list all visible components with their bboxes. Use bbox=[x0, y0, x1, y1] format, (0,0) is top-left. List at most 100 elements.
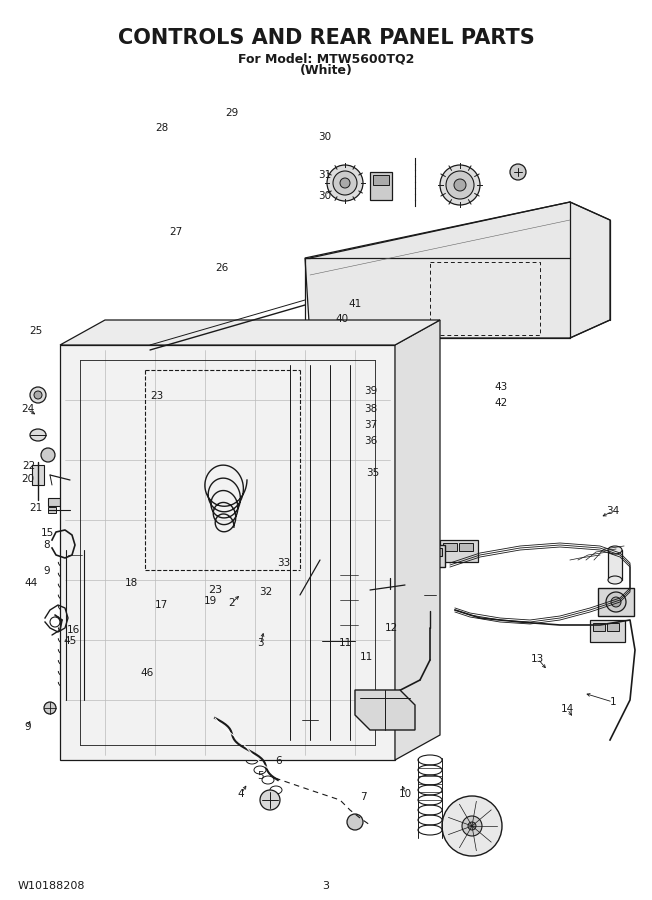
Bar bbox=[459, 543, 473, 551]
Bar bbox=[48, 507, 56, 513]
Circle shape bbox=[41, 448, 55, 462]
Circle shape bbox=[44, 702, 56, 714]
Ellipse shape bbox=[439, 297, 471, 323]
Text: 24: 24 bbox=[21, 404, 34, 415]
Ellipse shape bbox=[30, 429, 46, 441]
Text: 38: 38 bbox=[364, 404, 377, 415]
Bar bbox=[418, 548, 430, 556]
Circle shape bbox=[30, 387, 46, 403]
Circle shape bbox=[442, 796, 502, 856]
Ellipse shape bbox=[373, 280, 417, 316]
Circle shape bbox=[454, 179, 466, 191]
Bar bbox=[32, 465, 44, 485]
Text: 2: 2 bbox=[228, 598, 235, 608]
Text: 45: 45 bbox=[64, 635, 77, 646]
Bar bbox=[340, 570, 358, 635]
Text: 30: 30 bbox=[318, 131, 331, 142]
Text: 19: 19 bbox=[204, 596, 217, 607]
Text: 4: 4 bbox=[238, 788, 244, 799]
Circle shape bbox=[510, 164, 526, 180]
Bar bbox=[181, 533, 189, 543]
Bar bbox=[590, 620, 625, 642]
Ellipse shape bbox=[496, 308, 514, 322]
Text: 43: 43 bbox=[494, 382, 507, 392]
Ellipse shape bbox=[445, 302, 465, 318]
Text: 9: 9 bbox=[24, 722, 31, 733]
Text: 31: 31 bbox=[318, 170, 331, 181]
Bar bbox=[322, 635, 350, 647]
Circle shape bbox=[340, 178, 350, 188]
Text: 27: 27 bbox=[170, 227, 183, 238]
Text: 42: 42 bbox=[494, 398, 507, 409]
Text: 41: 41 bbox=[349, 299, 362, 310]
Text: 9: 9 bbox=[44, 566, 50, 577]
Bar bbox=[608, 550, 622, 580]
Bar bbox=[415, 545, 445, 567]
Bar bbox=[440, 540, 478, 562]
Circle shape bbox=[347, 814, 363, 830]
Text: 10: 10 bbox=[399, 788, 412, 799]
Ellipse shape bbox=[608, 576, 622, 584]
Text: 21: 21 bbox=[29, 503, 42, 514]
Circle shape bbox=[424, 589, 436, 601]
Circle shape bbox=[446, 171, 474, 199]
Text: 12: 12 bbox=[385, 623, 398, 634]
Text: 6: 6 bbox=[276, 755, 282, 766]
Text: CONTROLS AND REAR PANEL PARTS: CONTROLS AND REAR PANEL PARTS bbox=[117, 28, 535, 48]
Circle shape bbox=[391, 294, 399, 302]
Text: 26: 26 bbox=[215, 263, 228, 274]
Bar bbox=[370, 172, 392, 200]
Polygon shape bbox=[60, 320, 440, 345]
Ellipse shape bbox=[538, 261, 582, 295]
Text: 15: 15 bbox=[40, 527, 53, 538]
Text: 13: 13 bbox=[531, 653, 544, 664]
Ellipse shape bbox=[425, 603, 435, 611]
Text: W10188208: W10188208 bbox=[18, 881, 85, 891]
Polygon shape bbox=[355, 690, 415, 730]
Bar bbox=[148, 373, 193, 408]
Text: 28: 28 bbox=[155, 122, 168, 133]
Ellipse shape bbox=[422, 559, 438, 571]
Text: 30: 30 bbox=[318, 191, 331, 202]
Text: 32: 32 bbox=[259, 587, 273, 598]
Bar bbox=[178, 530, 200, 546]
Text: 16: 16 bbox=[67, 625, 80, 635]
Bar bbox=[373, 175, 389, 185]
Text: 5: 5 bbox=[258, 770, 264, 781]
Ellipse shape bbox=[491, 304, 519, 326]
Ellipse shape bbox=[530, 254, 590, 302]
Text: 14: 14 bbox=[561, 704, 574, 715]
Circle shape bbox=[462, 816, 482, 836]
Ellipse shape bbox=[452, 276, 508, 320]
Text: 1: 1 bbox=[610, 697, 616, 707]
Text: 8: 8 bbox=[44, 539, 50, 550]
Text: 36: 36 bbox=[364, 436, 377, 446]
Text: 20: 20 bbox=[21, 473, 34, 484]
Bar bbox=[607, 623, 619, 631]
Text: 3: 3 bbox=[323, 881, 329, 891]
Circle shape bbox=[34, 391, 42, 399]
Bar bbox=[432, 548, 442, 556]
Bar bbox=[298, 592, 310, 602]
Circle shape bbox=[475, 293, 485, 303]
Bar bbox=[593, 623, 605, 631]
Text: 23: 23 bbox=[150, 391, 163, 401]
Text: 35: 35 bbox=[366, 467, 379, 478]
Text: 46: 46 bbox=[140, 668, 153, 679]
Text: (White): (White) bbox=[299, 64, 353, 77]
Polygon shape bbox=[395, 320, 440, 760]
Text: 11: 11 bbox=[339, 638, 352, 649]
Bar bbox=[598, 588, 634, 616]
Ellipse shape bbox=[608, 546, 622, 554]
Circle shape bbox=[306, 716, 314, 724]
Circle shape bbox=[426, 578, 434, 586]
Bar bbox=[443, 543, 457, 551]
Text: 25: 25 bbox=[29, 326, 42, 337]
Circle shape bbox=[611, 597, 621, 607]
Text: 23: 23 bbox=[208, 585, 222, 595]
Bar bbox=[370, 585, 390, 613]
Circle shape bbox=[440, 165, 480, 205]
Circle shape bbox=[333, 171, 357, 195]
Ellipse shape bbox=[460, 282, 500, 314]
Circle shape bbox=[468, 822, 476, 830]
